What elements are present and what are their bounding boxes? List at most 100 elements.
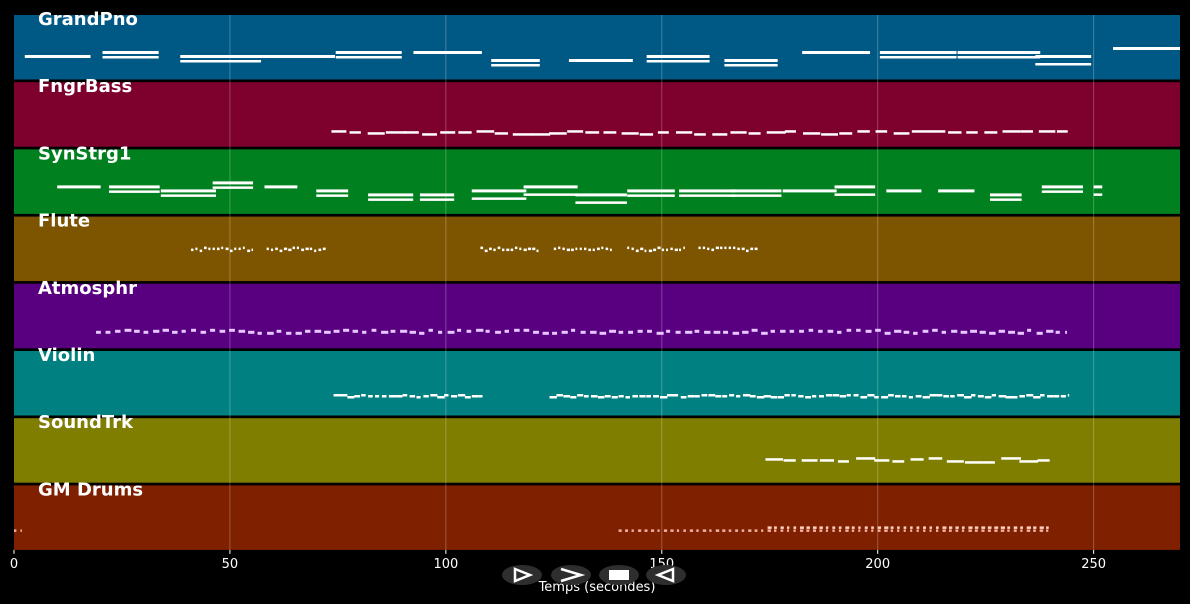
note (375, 395, 380, 398)
note (527, 247, 532, 251)
note (1026, 529, 1031, 532)
note (661, 248, 665, 252)
note (929, 394, 937, 397)
note (276, 329, 282, 333)
note (936, 529, 939, 532)
x-tick-label: 250 (1081, 557, 1106, 572)
rewind-icon (654, 567, 675, 583)
note (724, 64, 778, 67)
note (685, 330, 693, 334)
note (625, 529, 629, 532)
note (1038, 130, 1056, 133)
play-icon (513, 567, 534, 583)
note (884, 529, 888, 532)
note (676, 131, 693, 134)
note (563, 395, 571, 398)
note (1007, 526, 1011, 529)
note (200, 330, 207, 334)
note (264, 185, 298, 189)
note (736, 395, 741, 398)
forward-button[interactable] (551, 565, 591, 585)
note (998, 329, 1006, 333)
note (879, 56, 957, 59)
note (309, 247, 313, 251)
note (948, 131, 962, 134)
note (238, 247, 241, 251)
note (181, 329, 186, 333)
note (605, 247, 609, 251)
rewind-button[interactable] (646, 565, 686, 585)
note (858, 529, 861, 532)
note (910, 526, 913, 529)
note (879, 51, 957, 54)
x-tick-label: 200 (865, 557, 890, 572)
note (964, 396, 972, 399)
note (874, 459, 890, 462)
note (856, 457, 876, 460)
note (588, 248, 591, 252)
note (1039, 529, 1044, 532)
note (951, 329, 958, 333)
note (730, 131, 747, 134)
note (742, 330, 749, 334)
note (670, 247, 673, 251)
note (903, 330, 910, 334)
note (627, 189, 675, 193)
note (704, 330, 711, 334)
note (799, 526, 804, 529)
note (20, 529, 22, 532)
note (653, 248, 657, 252)
stop-button[interactable] (599, 565, 639, 585)
note (428, 328, 433, 332)
note (484, 249, 488, 253)
note (977, 395, 984, 398)
note (922, 329, 929, 333)
note (890, 529, 894, 532)
note (928, 457, 943, 460)
note (493, 248, 496, 252)
note (853, 394, 859, 397)
note (234, 247, 237, 251)
note (874, 396, 879, 399)
note (657, 246, 661, 250)
note (943, 395, 950, 398)
note (279, 249, 283, 253)
note (827, 329, 834, 333)
note (601, 246, 604, 250)
note (713, 330, 721, 334)
note (536, 249, 539, 253)
note (780, 329, 786, 333)
note (1046, 526, 1049, 529)
note (666, 329, 671, 333)
note (647, 329, 652, 333)
note (267, 331, 274, 335)
note (942, 529, 946, 532)
note (961, 526, 965, 529)
note (361, 394, 366, 397)
note (347, 396, 355, 399)
note (160, 194, 217, 197)
note (1065, 330, 1067, 334)
note (974, 529, 978, 532)
note (542, 331, 549, 335)
note (838, 526, 842, 529)
note (409, 330, 416, 334)
note (335, 51, 402, 54)
note (957, 51, 1041, 54)
note (735, 529, 739, 532)
note (819, 526, 823, 529)
note (911, 130, 931, 133)
note (851, 529, 855, 532)
note (105, 330, 111, 334)
note (381, 330, 389, 334)
note (1041, 190, 1083, 193)
note (694, 133, 706, 136)
note (251, 248, 254, 252)
note (292, 246, 295, 250)
note (837, 330, 842, 334)
note (322, 247, 326, 251)
play-button[interactable] (502, 565, 542, 585)
note (402, 394, 408, 397)
note (1008, 330, 1016, 334)
